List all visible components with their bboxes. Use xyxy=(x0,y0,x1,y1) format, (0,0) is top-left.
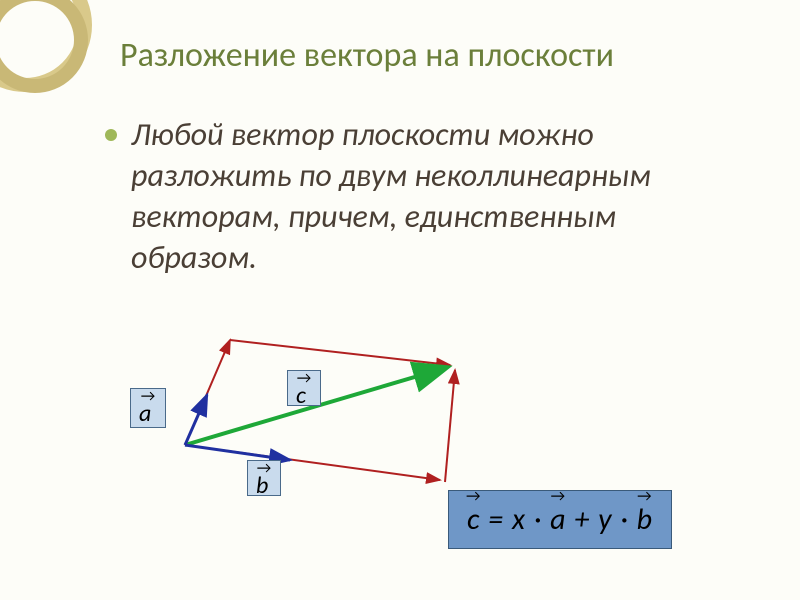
slide-title: Разложение вектора на плоскости xyxy=(120,35,760,76)
formula-y: y xyxy=(598,501,612,538)
body-text: Любой вектор плоскости можно разложить п… xyxy=(131,115,740,279)
label-c: → c xyxy=(287,370,321,406)
formula-c: c xyxy=(467,501,480,538)
vector-b xyxy=(185,445,290,460)
bullet-icon xyxy=(105,129,117,141)
vector-diagram: → a → b → c xyxy=(135,330,485,500)
formula-a: a xyxy=(550,501,566,538)
label-a: → a xyxy=(130,388,166,428)
formula-b: b xyxy=(637,501,653,538)
edge-top xyxy=(230,340,450,365)
edge-right xyxy=(445,370,455,482)
formula: c = x · a + y · b xyxy=(448,490,672,549)
corner-decoration xyxy=(0,0,110,110)
formula-x: x xyxy=(512,501,526,538)
label-b: → b xyxy=(247,460,281,496)
body-paragraph: Любой вектор плоскости можно разложить п… xyxy=(105,115,740,279)
